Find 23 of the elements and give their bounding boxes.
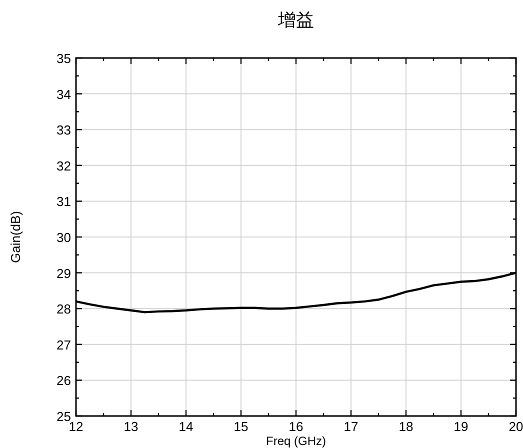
y-tick-label: 29 <box>56 266 71 281</box>
y-tick-label: 33 <box>56 122 71 138</box>
y-tick-label: 35 <box>56 51 71 66</box>
x-axis-title: Freq (GHz) <box>266 434 326 448</box>
y-tick-label: 31 <box>56 194 71 210</box>
y-tick-label: 30 <box>56 230 71 245</box>
x-tick-label: 18 <box>398 419 414 434</box>
y-tick-label: 32 <box>56 158 71 174</box>
x-tick-label: 17 <box>344 419 358 434</box>
y-axis-title: Gain(dB) <box>8 210 23 264</box>
y-tick-label: 27 <box>56 337 71 352</box>
y-tick-label: 28 <box>56 302 71 317</box>
y-tick-label: 34 <box>56 86 71 102</box>
x-tick-label: 12 <box>68 419 84 434</box>
x-tick-label: 19 <box>454 419 468 434</box>
x-tick-label: 20 <box>508 419 523 434</box>
x-tick-label: 13 <box>124 419 138 434</box>
y-tick-label: 26 <box>56 373 71 388</box>
x-tick-label: 16 <box>288 419 304 434</box>
chart-title: 增益 <box>277 10 314 30</box>
x-tick-label: 15 <box>234 419 248 434</box>
x-tick-label: 14 <box>178 419 194 434</box>
y-tick-label: 25 <box>56 409 71 424</box>
